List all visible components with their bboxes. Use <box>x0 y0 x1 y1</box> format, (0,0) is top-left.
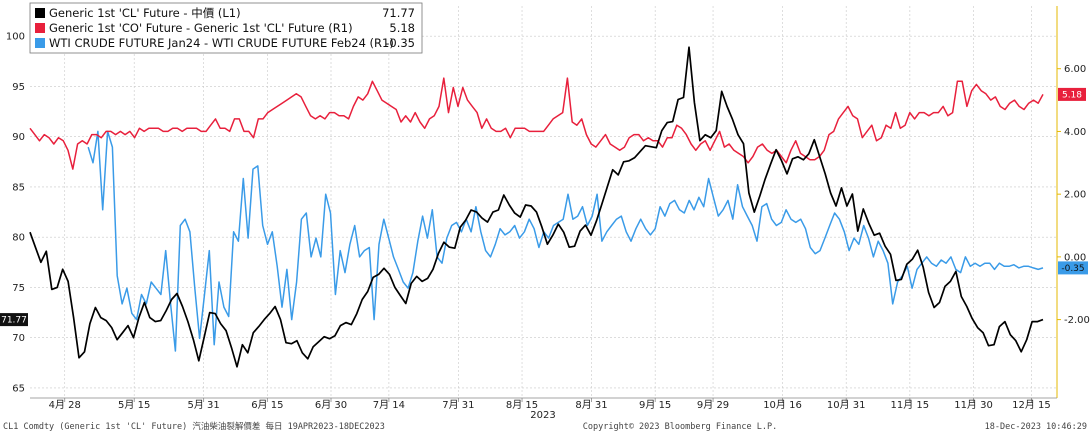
x-axis-tick-label: 10月 31 <box>827 399 866 411</box>
x-axis-tick-label: 5月 31 <box>188 399 220 411</box>
footer-copyright: Copyright© 2023 Bloomberg Finance L.P. <box>583 422 777 432</box>
right-axis-tick-label: 4.00 <box>1064 127 1086 138</box>
wti-last-value-flag: -0.35 <box>1058 261 1088 275</box>
right-axis: 6.00 4.00 2.00 0.00 -2.00 <box>1057 64 1090 326</box>
cl-last-value-flag: 71.77 <box>0 313 28 327</box>
left-axis-tick-label: 75 <box>12 283 25 294</box>
x-axis-tick-label: 9月 15 <box>639 399 671 411</box>
legend-label-cl: Generic 1st 'CL' Future - 中價 (L1) <box>49 6 241 20</box>
legend-item-cl: Generic 1st 'CL' Future - 中價 (L1) 71.77 <box>35 6 415 20</box>
svg-text:5.18: 5.18 <box>1062 90 1082 100</box>
legend-swatch-cl <box>35 8 45 18</box>
x-axis-tick-label: 6月 30 <box>315 399 347 411</box>
x-axis-tick-label: 9月 29 <box>697 399 729 411</box>
legend-item-wti: WTI CRUDE FUTURE Jan24 - WTI CRUDE FUTUR… <box>35 36 415 50</box>
left-axis-tick-label: 100 <box>6 32 25 43</box>
x-axis-tick-label: 5月 15 <box>118 399 150 411</box>
legend-item-co: Generic 1st 'CO' Future - Generic 1st 'C… <box>35 21 415 35</box>
x-axis-tick-label: 10月 16 <box>763 399 802 411</box>
footer-timestamp: 18-Dec-2023 10:46:29 <box>985 422 1087 432</box>
grid <box>30 6 1057 398</box>
legend-swatch-co <box>35 23 45 33</box>
series-wti-line <box>87 130 1044 352</box>
series-layer <box>29 46 1044 368</box>
x-axis-tick-label: 11月 30 <box>954 399 993 411</box>
svg-text:-0.35: -0.35 <box>1061 264 1084 274</box>
x-axis-tick-label: 7月 14 <box>373 399 405 411</box>
x-axis: 4月 28 5月 15 5月 31 6月 15 6月 30 7月 14 7月 31 8月 15… <box>49 398 1051 411</box>
right-axis-tick-label: -2.00 <box>1064 315 1090 326</box>
right-axis-tick-label: 2.00 <box>1064 190 1086 201</box>
right-axis-tick-label: 6.00 <box>1064 64 1086 75</box>
series-cl-line <box>29 46 1044 368</box>
x-axis-tick-label: 12月 15 <box>1012 399 1051 411</box>
x-axis-tick-label: 4月 28 <box>49 399 81 411</box>
legend-label-co: Generic 1st 'CO' Future - Generic 1st 'C… <box>49 21 353 35</box>
series-co-line <box>29 77 1044 170</box>
x-axis-tick-label: 11月 15 <box>891 399 930 411</box>
legend: Generic 1st 'CL' Future - 中價 (L1) 71.77 … <box>29 2 423 54</box>
left-axis-tick-label: 85 <box>12 182 25 193</box>
co-last-value-flag: 5.18 <box>1058 87 1086 101</box>
x-axis-tick-label: 7月 31 <box>442 399 474 411</box>
legend-label-wti: WTI CRUDE FUTURE Jan24 - WTI CRUDE FUTUR… <box>49 36 394 50</box>
left-axis: 65 70 75 80 85 90 95 100 <box>6 32 25 395</box>
legend-value-wti: -0.35 <box>385 36 415 50</box>
x-axis-year-label: 2023 <box>530 410 555 421</box>
left-axis-tick-label: 70 <box>12 333 25 344</box>
x-axis-tick-label: 8月 31 <box>575 399 607 411</box>
legend-value-cl: 71.77 <box>382 6 415 20</box>
legend-swatch-wti <box>35 38 45 48</box>
left-axis-tick-label: 90 <box>12 132 25 143</box>
x-axis-tick-label: 6月 15 <box>251 399 283 411</box>
left-axis-tick-label: 65 <box>12 383 25 394</box>
svg-text:71.77: 71.77 <box>1 316 27 326</box>
right-axis-tick-label: 0.00 <box>1064 252 1086 263</box>
legend-value-co: 5.18 <box>389 21 415 35</box>
left-axis-tick-label: 80 <box>12 233 25 244</box>
left-axis-tick-label: 95 <box>12 82 25 93</box>
x-axis-tick-label: 8月 15 <box>506 399 538 411</box>
footer-source: CL1 Comdty (Generic 1st 'CL' Future) 汽油柴… <box>3 421 385 432</box>
